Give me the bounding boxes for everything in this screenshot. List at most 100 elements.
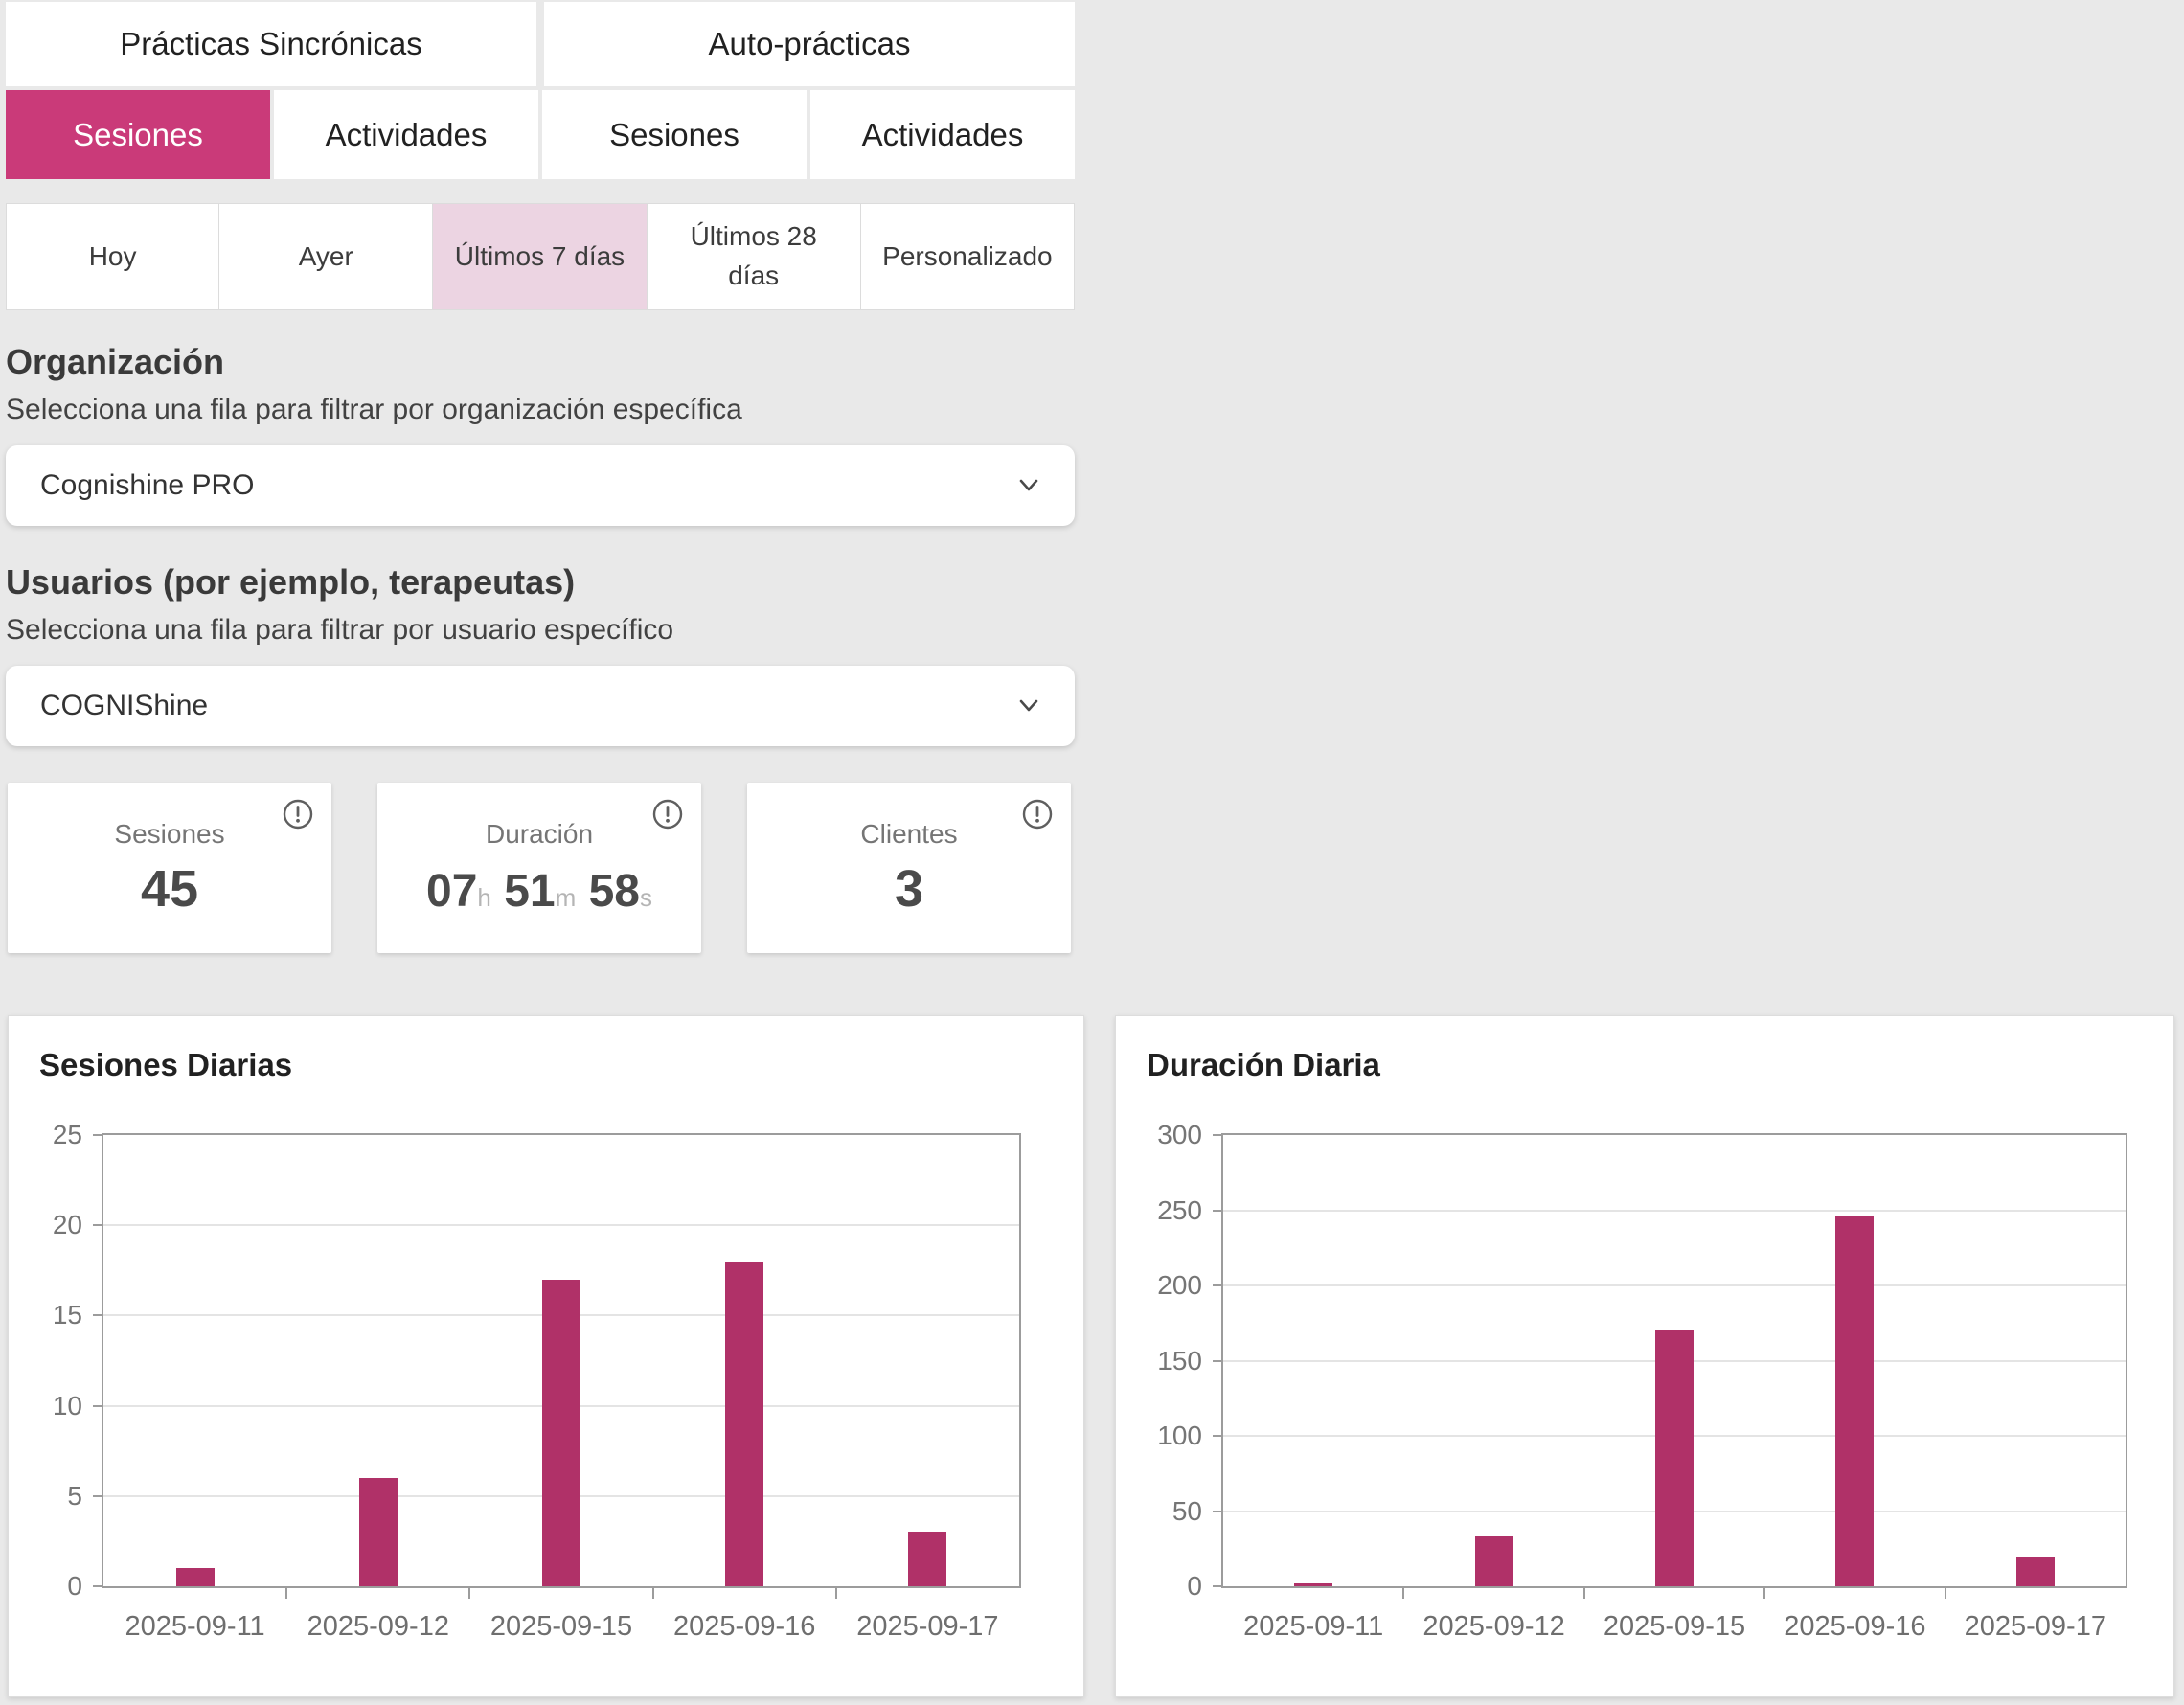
daily-duration-chart-card: Duración Diaria 0 50 100 150 200 250 300 2025-0… [1115, 1015, 2174, 1697]
daily-sessions-chart-card: Sesiones Diarias 0 5 10 15 20 25 2025-09-11 202… [8, 1015, 1084, 1697]
y-axis-label: 0 [1187, 1571, 1202, 1601]
chart-title: Sesiones Diarias [39, 1047, 293, 1082]
date-filter-hoy[interactable]: Hoy [6, 203, 220, 310]
x-axis-label: 2025-09-17 [856, 1611, 999, 1642]
stat-cards-row: Sesiones 45 Duración 07h 51m 58s Clientes 3 [8, 783, 1075, 953]
y-axis-label: 0 [67, 1571, 82, 1601]
chevron-down-icon [1013, 691, 1044, 721]
x-axis-tick [1402, 1586, 1405, 1599]
bar-2025-09-11[interactable] [1294, 1582, 1333, 1586]
x-axis-tick [1763, 1586, 1766, 1599]
y-axis-tick [93, 1134, 103, 1136]
x-axis-label: 2025-09-12 [307, 1611, 449, 1642]
bar-2025-09-12[interactable] [358, 1477, 398, 1586]
users-title: Usuarios (por ejemplo, terapeutas) [6, 562, 576, 602]
x-axis-tick [285, 1586, 288, 1599]
duration-number: 58 [576, 866, 640, 917]
y-axis-tick [93, 1314, 103, 1317]
x-axis-tick [834, 1586, 837, 1599]
bar-2025-09-12[interactable] [1474, 1536, 1513, 1586]
date-filter-ultimos-28-dias[interactable]: Últimos 28 días [646, 203, 861, 310]
y-axis-label: 25 [52, 1120, 82, 1149]
bar-2025-09-11[interactable] [175, 1568, 215, 1586]
section-tabs: Sesiones Actividades Sesiones Actividades [6, 90, 1075, 179]
duration-number: 07 [426, 866, 478, 917]
gridline [1223, 1284, 2126, 1286]
duration-number: 51 [490, 866, 556, 917]
duration-unit: h [477, 883, 491, 912]
date-filter-ayer[interactable]: Ayer [218, 203, 434, 310]
chevron-down-icon [1013, 470, 1044, 501]
y-axis-tick [93, 1224, 103, 1227]
y-axis-label: 150 [1157, 1345, 1202, 1375]
y-axis-label: 200 [1157, 1270, 1202, 1300]
y-axis-tick [1213, 1585, 1223, 1587]
bar-2025-09-16[interactable] [725, 1261, 764, 1586]
organization-title: Organización [6, 342, 225, 381]
bar-2025-09-17[interactable] [908, 1532, 947, 1586]
y-axis-label: 100 [1157, 1421, 1202, 1450]
users-section: Usuarios (por ejemplo, terapeutas) Selec… [6, 562, 1075, 746]
date-filter-ultimos-7-dias[interactable]: Últimos 7 días [432, 203, 648, 310]
x-axis-tick [651, 1586, 654, 1599]
gridline [1223, 1209, 2126, 1212]
daily-sessions-plot-area: 0 5 10 15 20 25 2025-09-11 2025-09-12 2025-09-15… [53, 1120, 1021, 1642]
duration-unit: m [555, 883, 577, 912]
x-axis-label: 2025-09-11 [1243, 1611, 1384, 1642]
x-axis-label: 2025-09-11 [125, 1611, 265, 1642]
x-axis-tick [1582, 1586, 1585, 1599]
sub-tab-2-sesiones[interactable]: Sesiones [542, 90, 807, 179]
charts-row: Sesiones Diarias 0 5 10 15 20 25 2025-09-11 202… [8, 1015, 2174, 1697]
x-axis-label: 2025-09-16 [1784, 1611, 1926, 1642]
top-tab-practicas-sincronicas[interactable]: Prácticas Sincrónicas [6, 2, 536, 86]
bar-2025-09-15[interactable] [1655, 1329, 1694, 1586]
date-filter-personalizado[interactable]: Personalizado [859, 203, 1075, 310]
y-axis-label: 300 [1157, 1120, 1202, 1149]
stat-value: 45 [140, 860, 199, 918]
organization-subtitle: Selecciona una fila para filtrar por org… [6, 394, 742, 425]
x-axis-label: 2025-09-17 [1964, 1611, 2106, 1642]
stat-card-sesiones: Sesiones 45 [8, 783, 331, 953]
x-axis-label: 2025-09-16 [673, 1611, 816, 1642]
users-dropdown[interactable]: COGNIShine [6, 666, 1075, 746]
sub-tab-1-actividades[interactable]: Actividades [274, 90, 538, 179]
y-axis-label: 5 [67, 1480, 82, 1511]
stat-card-duracion: Duración 07h 51m 58s [377, 783, 701, 953]
users-subtitle: Selecciona una fila para filtrar por usu… [6, 614, 674, 646]
organization-dropdown[interactable]: Cognishine PRO [6, 445, 1075, 526]
bar-2025-09-15[interactable] [542, 1279, 580, 1586]
top-tab-auto-practicas[interactable]: Auto-prácticas [544, 2, 1075, 86]
y-axis-tick [1213, 1134, 1223, 1136]
duration-unit: s [640, 883, 652, 912]
organization-selected-value: Cognishine PRO [40, 469, 255, 501]
stat-label: Sesiones [114, 819, 225, 849]
x-axis-label: 2025-09-15 [1603, 1611, 1746, 1642]
bar-2025-09-17[interactable] [2015, 1557, 2055, 1586]
stat-value: 07h 51m 58s [426, 863, 652, 915]
y-axis-tick [1213, 1359, 1223, 1362]
bar-2025-09-16[interactable] [1835, 1216, 1875, 1586]
stat-value: 3 [894, 860, 924, 918]
sub-tab-3-actividades[interactable]: Actividades [810, 90, 1075, 179]
stat-label: Duración [485, 819, 594, 849]
sub-tab-0-sesiones[interactable]: Sesiones [6, 90, 270, 179]
y-axis-tick [93, 1585, 103, 1587]
practice-type-tabs: Prácticas Sincrónicas Auto-prácticas [6, 2, 1075, 86]
gridline [103, 1224, 1019, 1227]
filters-column: Prácticas Sincrónicas Auto-prácticas Sesi… [6, 2, 1075, 953]
stat-card-clientes: Clientes 3 [747, 783, 1071, 953]
daily-duration-plot-area: 0 50 100 150 200 250 300 2025-09-11 2025-09-12 20… [1157, 1120, 2127, 1642]
y-axis-label: 10 [52, 1390, 82, 1421]
y-axis-tick [93, 1494, 103, 1497]
y-axis-label: 20 [52, 1210, 82, 1240]
chart-title: Duración Diaria [1147, 1047, 1380, 1082]
organization-section: Organización Selecciona una fila para fi… [6, 342, 1075, 526]
x-axis-label: 2025-09-12 [1422, 1611, 1565, 1642]
info-icon[interactable] [1021, 798, 1054, 830]
info-icon[interactable] [651, 798, 684, 830]
x-axis-tick [1944, 1586, 1946, 1599]
y-axis-tick [1213, 1510, 1223, 1512]
x-axis-tick [468, 1586, 471, 1599]
date-filter-group: Hoy Ayer Últimos 7 días Últimos 28 días Pers… [6, 203, 1075, 310]
info-icon[interactable] [282, 798, 314, 830]
